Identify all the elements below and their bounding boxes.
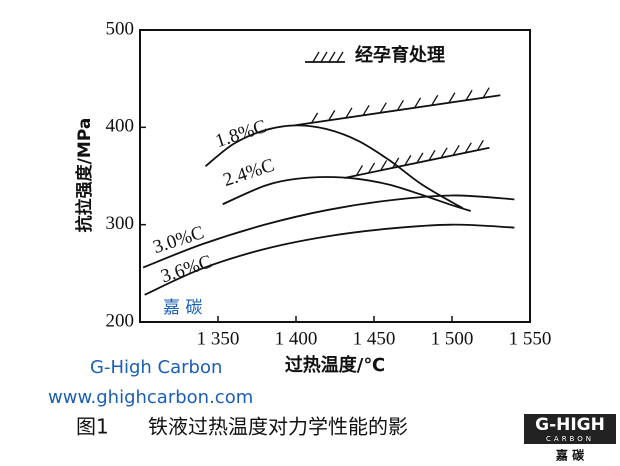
- series-line: [144, 223, 515, 296]
- plot-frame: [139, 29, 531, 323]
- hatch-tick: [465, 89, 473, 101]
- hatch-tick: [476, 139, 484, 151]
- x-tick-label: 1 500: [431, 328, 474, 349]
- series-line: [204, 124, 464, 209]
- y-axis-label: 抗拉强度/MPa: [74, 118, 95, 233]
- series-label: 2.4%C: [221, 155, 277, 191]
- logo-bottom: 嘉 碳: [555, 448, 585, 463]
- hatch-tick: [482, 87, 490, 99]
- x-tick-label: 1 550: [509, 328, 552, 349]
- hatch-tick: [379, 102, 387, 114]
- hatch-tick: [392, 157, 400, 169]
- y-tick-label: 400: [106, 116, 135, 137]
- series-line: [142, 194, 515, 269]
- series-label: 3.6%C: [158, 251, 214, 287]
- hatch-tick: [336, 51, 344, 63]
- hatch-tick: [440, 147, 448, 159]
- watermark-url: www.ghighcarbon.com: [48, 387, 253, 408]
- watermark-brand: G-High Carbon: [90, 357, 222, 378]
- hatch-tick: [414, 97, 422, 109]
- hatch-tick: [396, 99, 404, 111]
- x-axis-label: 过热温度/℃: [285, 354, 385, 376]
- hatch-tick: [464, 142, 472, 154]
- hatch-tick: [380, 160, 388, 171]
- hatch-tick: [362, 104, 370, 116]
- hatch-tick: [431, 94, 439, 106]
- x-tick-label: 1 350: [197, 328, 240, 349]
- hatch-tick: [416, 152, 424, 164]
- hatch-tick: [345, 107, 353, 119]
- watermark-cn: 嘉 碳: [163, 298, 202, 318]
- series-label: 1.8%C: [213, 116, 269, 152]
- hatch-tick: [428, 150, 436, 161]
- logo-middle: CARBON: [546, 435, 594, 443]
- hatch-legend-label: 经孕育处理: [355, 44, 445, 66]
- hatch-tick: [448, 92, 456, 104]
- x-tick-label: 1 450: [353, 328, 396, 349]
- caption-text: 铁液过热温度对力学性能的影: [148, 415, 408, 439]
- hatch-tick: [320, 51, 328, 63]
- hatch-tick: [328, 110, 336, 121]
- hatch-tick: [452, 144, 460, 156]
- logo-box: [524, 414, 616, 444]
- y-tick-label: 500: [106, 18, 135, 39]
- hatch-tick: [355, 165, 364, 176]
- x-tick-label: 1 400: [275, 328, 318, 349]
- series-line: [222, 176, 471, 212]
- y-tick-label: 300: [106, 213, 135, 234]
- hatch-tick: [328, 51, 336, 63]
- y-tick-label: 200: [106, 310, 135, 331]
- hatch-tick: [404, 155, 412, 166]
- hatch-tick: [311, 112, 319, 124]
- hatch-tick: [312, 51, 320, 63]
- hatch-tick: [367, 162, 376, 174]
- caption-number: 图1: [76, 415, 109, 439]
- logo-top: G-HIGH: [535, 415, 605, 435]
